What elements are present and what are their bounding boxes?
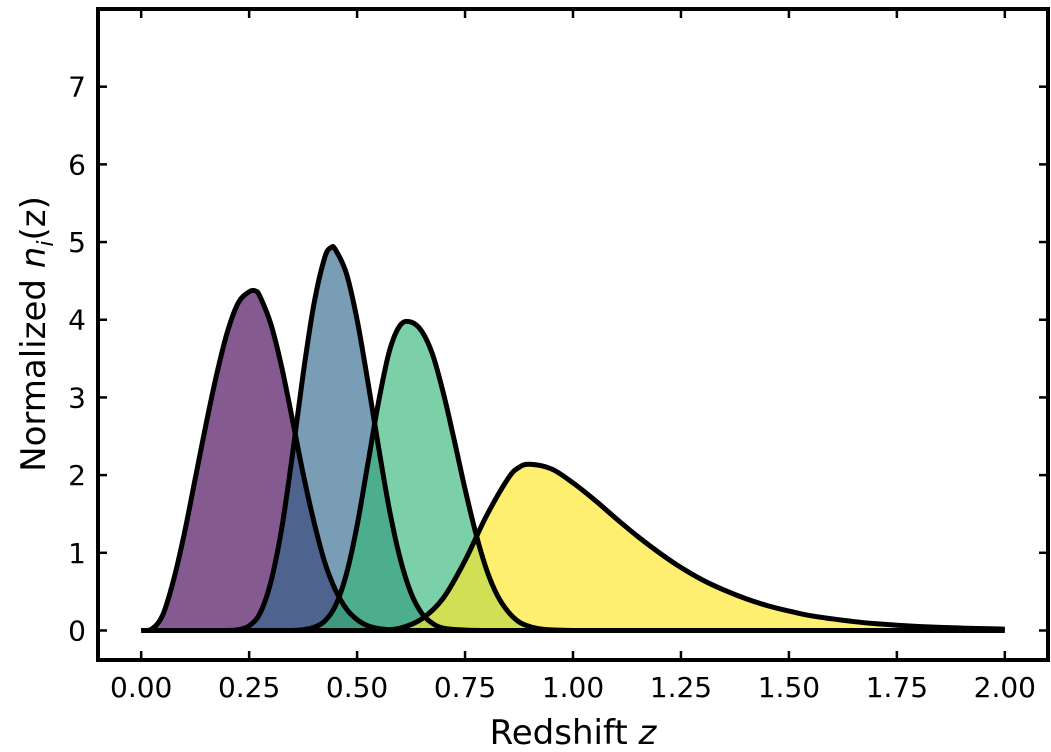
x-tick-label: 0.25 <box>218 671 280 704</box>
y-axis-label-sub: i <box>34 241 59 247</box>
series-lines <box>140 244 1005 634</box>
y-tick-label: 1 <box>68 537 86 570</box>
y-tick-label: 5 <box>68 226 86 259</box>
x-tick-label: 0.00 <box>110 671 172 704</box>
x-axis-label-var: z <box>637 713 657 752</box>
y-axis-label-text: Normalized <box>14 279 54 472</box>
y-tick-label: 6 <box>68 148 86 181</box>
x-tick-label: 1.50 <box>758 671 820 704</box>
x-tick-label: 1.00 <box>542 671 604 704</box>
series-2-fill <box>227 246 487 631</box>
x-tick-label: 1.75 <box>866 671 928 704</box>
y-axis-label-var: n <box>14 247 54 269</box>
x-axis-label-text: Redshift <box>490 713 628 752</box>
y-tick-label: 7 <box>68 71 86 104</box>
series-4-line <box>378 461 1005 633</box>
x-axis-label: Redshift z <box>490 713 658 752</box>
x-tick-label: 0.50 <box>326 671 388 704</box>
x-tick-label: 1.25 <box>650 671 712 704</box>
tick-labels: 0.00 0.25 0.50 0.75 1.00 1.25 1.50 1.75 2.00 0 1 2 3… <box>68 71 1036 704</box>
y-tick-label: 0 <box>68 614 86 647</box>
y-axis-label: Normalized ni(z) <box>14 196 59 472</box>
series-3-fill <box>292 321 573 631</box>
y-tick-label: 3 <box>68 381 86 414</box>
y-axis-label-arg: (z) <box>14 196 54 240</box>
y-tick-label: 2 <box>68 459 86 492</box>
series-3-line <box>292 318 574 633</box>
series-2-line <box>227 244 487 633</box>
x-tick-label: 2.00 <box>974 671 1036 704</box>
plot-frame <box>96 7 1050 662</box>
series-4-fill <box>378 464 1005 631</box>
x-tick-label: 0.75 <box>434 671 496 704</box>
y-tick-label: 4 <box>68 304 86 337</box>
